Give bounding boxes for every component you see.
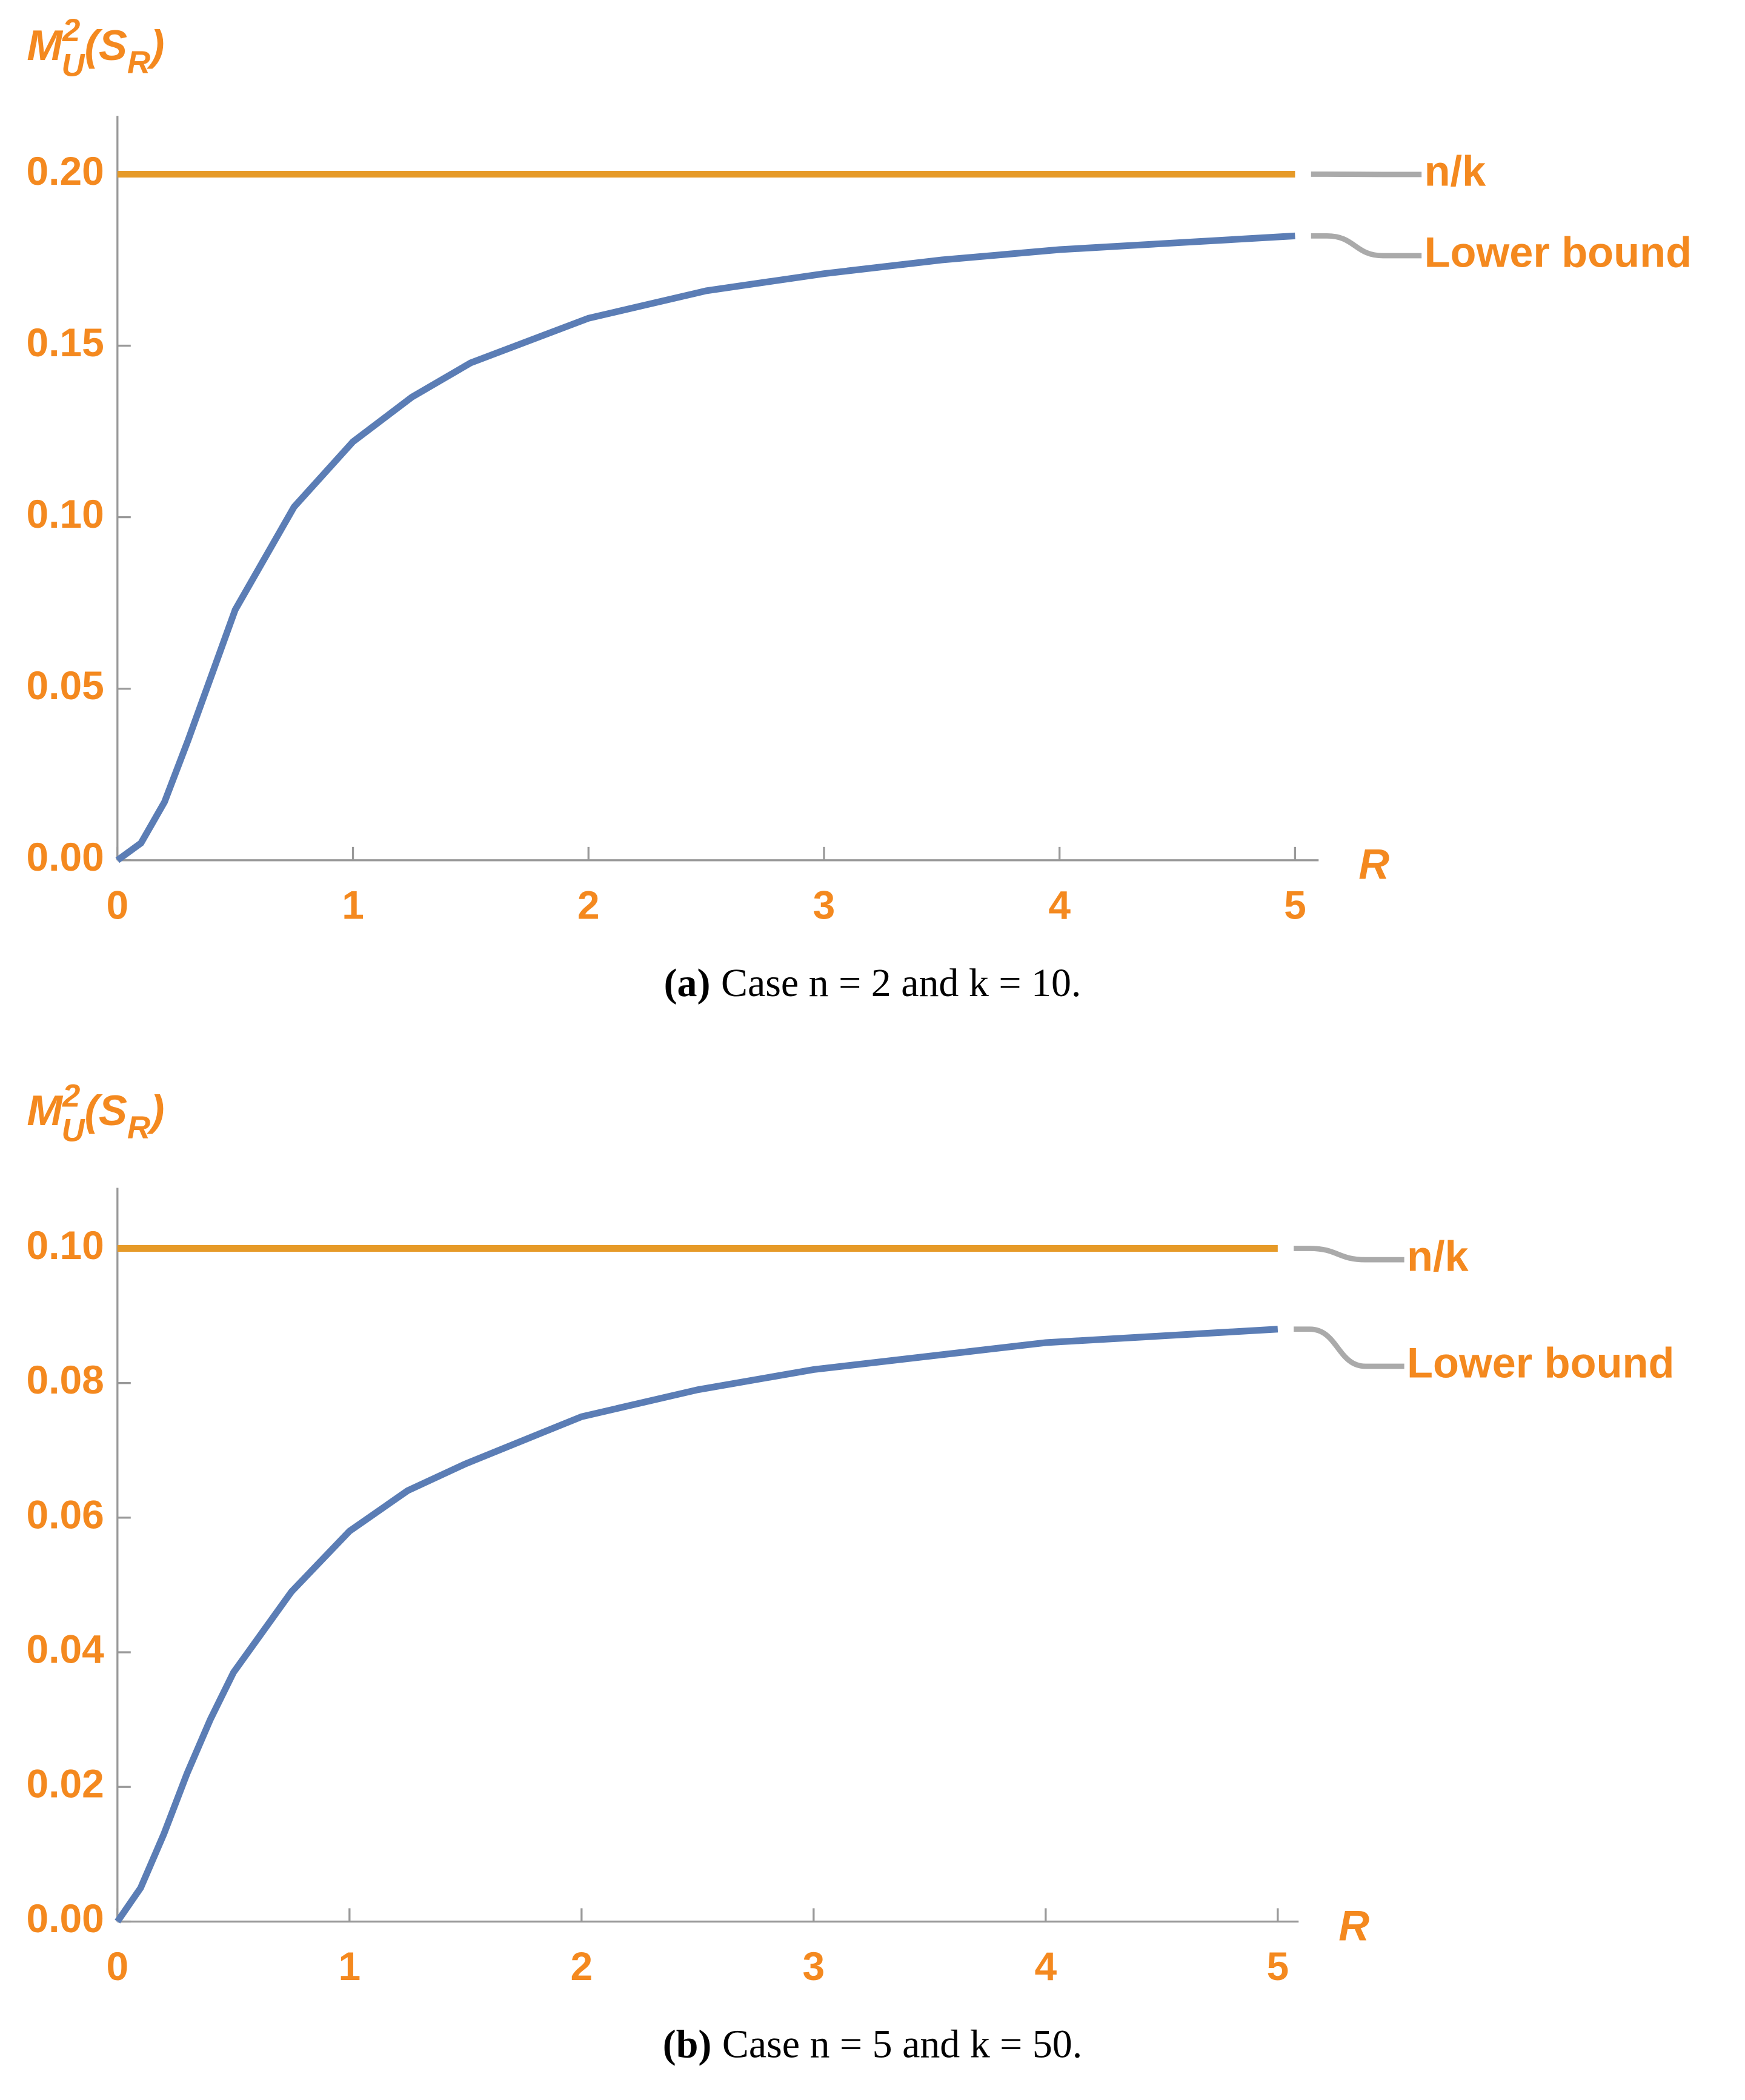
x-tick-label: 2: [577, 882, 600, 927]
caption: (b) Case n = 5 and k = 50.: [663, 2022, 1082, 2067]
label-connector: [1294, 1246, 1404, 1263]
caption: (a) Case n = 2 and k = 10.: [664, 961, 1082, 1005]
caption-text: Case n = 2 and k = 10.: [721, 961, 1081, 1005]
y-label-sup: 2: [62, 13, 80, 48]
legend-label: n/k: [1407, 1232, 1469, 1280]
y-tick-label: 0.20: [27, 148, 104, 193]
y-axis-label: M2 U(SR): [27, 13, 164, 83]
label-connector: [1311, 233, 1422, 259]
x-tick-label: 2: [570, 1944, 593, 1989]
y-tick-label: 0.05: [27, 663, 104, 708]
y-tick-label: 0.04: [27, 1627, 105, 1672]
x-tick-label: 4: [1035, 1944, 1057, 1989]
y-tick-label: 0.10: [27, 1223, 104, 1268]
label-connector: [1294, 1326, 1404, 1369]
x-tick-label: 0: [106, 882, 128, 927]
y-tick-label: 0.15: [27, 320, 104, 365]
x-tick-label: 5: [1284, 882, 1306, 927]
x-tick-label: 4: [1048, 882, 1071, 927]
y-label-arg-sub: R: [127, 45, 150, 81]
y-tick-label: 0.10: [27, 491, 104, 536]
y-tick-label: 0.00: [27, 1896, 104, 1941]
y-label-base: M: [27, 1086, 63, 1134]
x-axis-label: R: [1358, 840, 1389, 888]
y-axis-label: M2 U(SR): [27, 1078, 164, 1148]
x-tick-label: 5: [1267, 1944, 1289, 1989]
y-tick-label: 0.02: [27, 1761, 104, 1806]
x-tick-label: 1: [338, 1944, 361, 1989]
y-label-base: M: [27, 21, 63, 69]
x-tick-label: 3: [802, 1944, 825, 1989]
y-tick-label: 0.08: [27, 1357, 104, 1402]
x-tick-label: 0: [106, 1944, 128, 1989]
y-label-arg: (S: [85, 21, 127, 69]
x-axis-label: R: [1338, 1901, 1369, 1949]
x-tick-label: 1: [342, 882, 364, 927]
caption-label: (b): [663, 2022, 712, 2067]
y-tick-label: 0.06: [27, 1492, 104, 1537]
y-label-sub: U: [62, 47, 86, 83]
series-line: [115, 232, 1295, 863]
y-label-arg-sub: R: [127, 1110, 150, 1146]
legend-label: Lower bound: [1424, 228, 1692, 276]
caption-label: (a): [664, 961, 711, 1005]
y-tick-label: 0.00: [27, 834, 104, 879]
legend-label: Lower bound: [1407, 1339, 1674, 1387]
y-label-sup: 2: [62, 1078, 80, 1114]
series-line: [115, 1326, 1278, 1924]
y-label-sub: U: [62, 1113, 86, 1149]
y-label-arg: (S: [85, 1086, 127, 1134]
caption-text: Case n = 5 and k = 50.: [722, 2022, 1082, 2067]
x-tick-label: 3: [813, 882, 836, 927]
legend-label: n/k: [1424, 147, 1486, 194]
